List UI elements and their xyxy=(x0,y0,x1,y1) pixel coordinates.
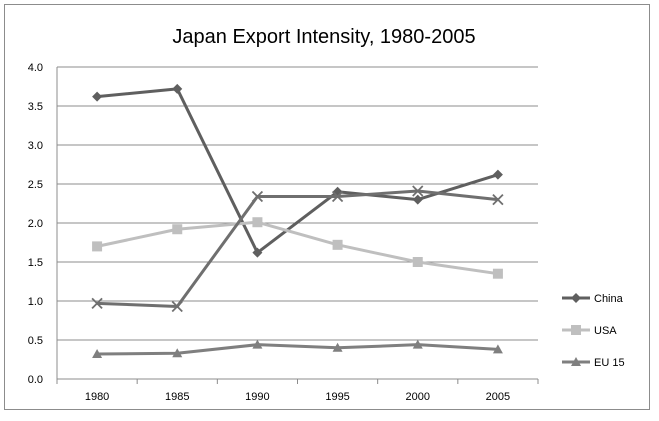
series-line xyxy=(96,87,499,255)
series-line xyxy=(97,343,499,356)
x-tick-label: 1985 xyxy=(165,391,189,403)
data-point xyxy=(92,349,103,359)
y-tick-label: 2.0 xyxy=(28,218,43,230)
x-tick-label: 1980 xyxy=(85,391,109,403)
data-point xyxy=(492,344,503,354)
legend-marker xyxy=(571,357,581,366)
data-point xyxy=(332,342,343,352)
legend-item: EU 15 xyxy=(562,357,625,369)
x-tick-label: 2000 xyxy=(406,391,430,403)
y-tick-label: 3.0 xyxy=(28,140,43,152)
chart-title: Japan Export Intensity, 1980-2005 xyxy=(172,26,475,48)
data-point xyxy=(331,190,344,203)
x-marker-stroke xyxy=(412,185,424,197)
data-point xyxy=(172,348,183,358)
legend-marker xyxy=(571,325,581,335)
data-point xyxy=(492,268,503,279)
series-line xyxy=(97,189,499,308)
data-point xyxy=(492,193,504,206)
data-point xyxy=(412,185,424,197)
x-marker-stroke xyxy=(492,193,504,206)
series-unlabeled-3 xyxy=(91,185,504,313)
data-point xyxy=(252,217,263,228)
legend-item: China xyxy=(562,293,624,305)
data-point xyxy=(91,297,103,309)
x-marker-stroke xyxy=(171,300,183,313)
y-tick-label: 3.5 xyxy=(28,101,43,113)
x-tick-label: 2005 xyxy=(486,391,510,403)
data-point xyxy=(92,241,103,252)
data-point xyxy=(171,300,183,313)
data-point xyxy=(172,83,183,94)
x-marker-stroke xyxy=(91,297,103,309)
legend-marker xyxy=(571,293,581,303)
axes: 0.0 0.5 1.0 1.5 2.0 2.5 3.0 3.5 4.0 1980 1985 1990 1… xyxy=(28,62,539,403)
y-tick-label: 1.0 xyxy=(28,296,43,308)
y-tick-label: 2.5 xyxy=(28,179,43,191)
chart-frame xyxy=(4,4,650,410)
y-tick-label: 4.0 xyxy=(28,62,43,74)
data-point xyxy=(252,247,263,258)
data-point xyxy=(412,257,423,267)
legend-label: USA xyxy=(594,325,617,337)
series-china xyxy=(92,83,503,258)
data-point xyxy=(252,339,263,349)
x-marker-stroke xyxy=(331,190,344,203)
legend-label: China xyxy=(594,293,624,305)
legend-label: EU 15 xyxy=(594,357,625,369)
data-point xyxy=(412,339,423,349)
data-point xyxy=(172,224,183,235)
series xyxy=(91,83,504,359)
y-tick-label: 0.5 xyxy=(28,335,43,347)
y-tick-label: 0.0 xyxy=(28,374,43,386)
data-point xyxy=(251,190,264,203)
series-eu-15 xyxy=(92,339,503,359)
series-line xyxy=(96,220,499,276)
x-tick-label: 1995 xyxy=(325,391,349,403)
data-point xyxy=(492,169,503,180)
data-point xyxy=(332,239,343,250)
grid xyxy=(57,66,538,341)
series-usa xyxy=(92,217,503,279)
legend: China USA EU 15 xyxy=(562,293,625,369)
data-point xyxy=(412,194,423,205)
data-point xyxy=(92,91,103,102)
x-marker-stroke xyxy=(251,190,264,203)
legend-item: USA xyxy=(562,325,617,337)
y-tick-label: 1.5 xyxy=(28,257,43,269)
x-tick-label: 1990 xyxy=(245,391,269,403)
